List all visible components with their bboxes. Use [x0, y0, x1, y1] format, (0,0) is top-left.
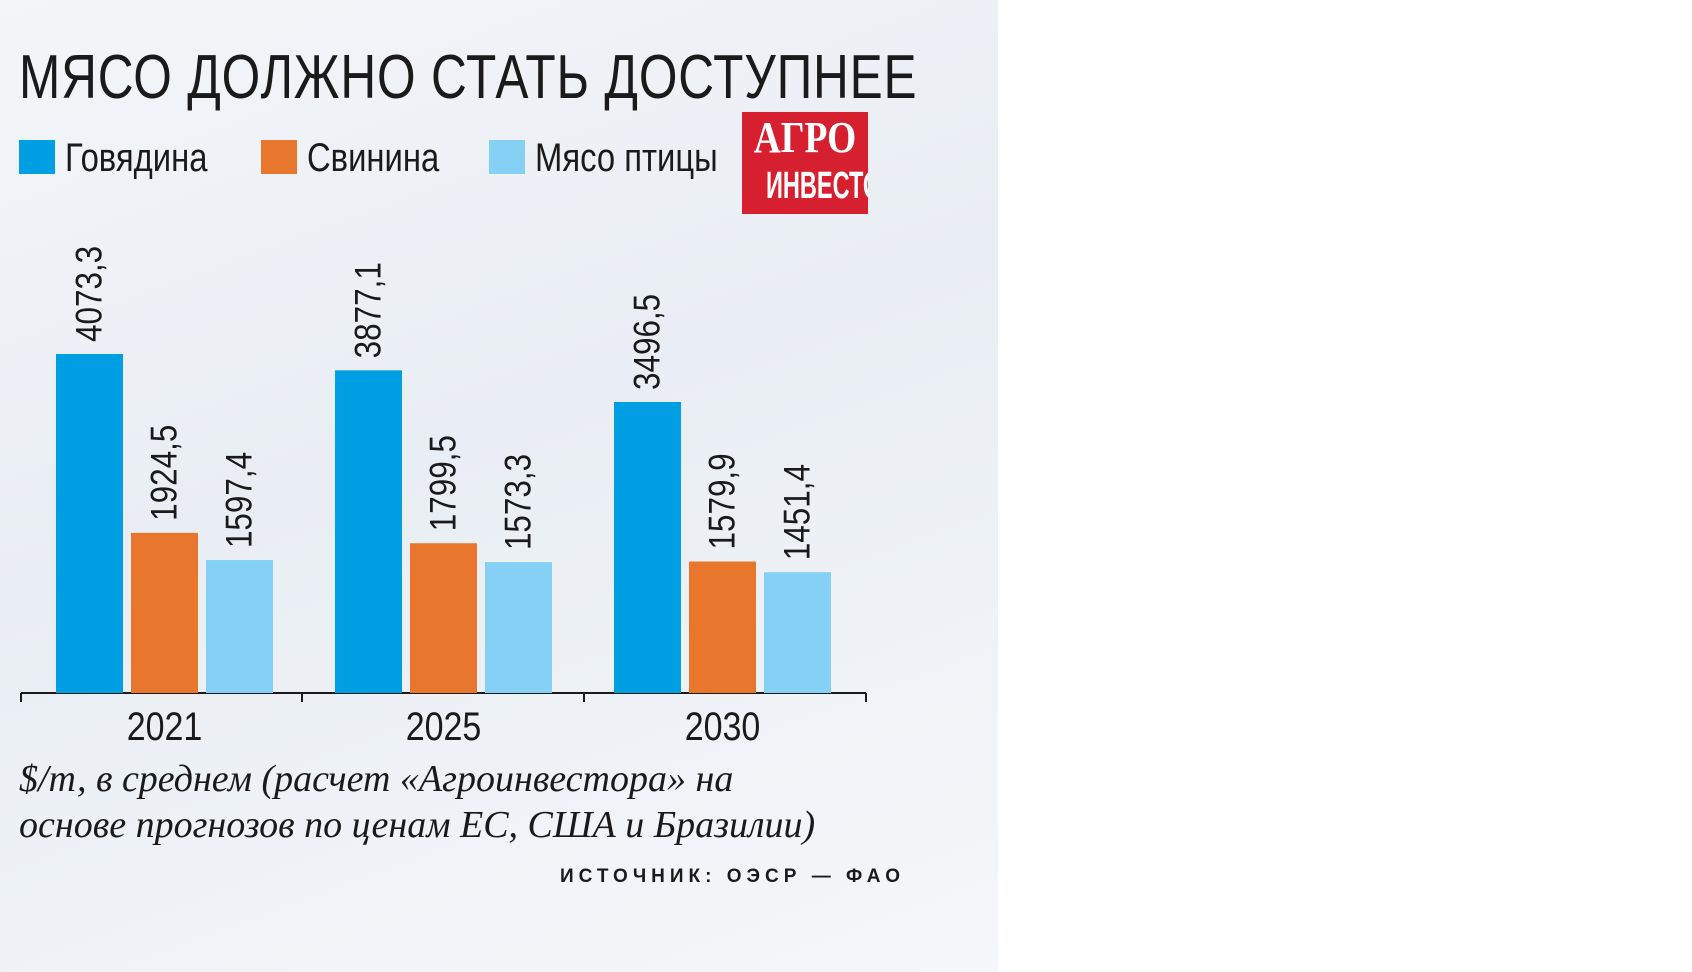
bar-beef-2030	[614, 402, 681, 693]
chart-source: ИСТОЧНИК: ОЭСР — ФАО	[560, 866, 905, 887]
data-label-poultry-2030: 1451,4	[777, 464, 818, 560]
data-label-pork-2025: 1799,5	[423, 435, 464, 531]
bar-pork-2030	[689, 561, 756, 693]
data-label-beef-2025: 3877,1	[348, 262, 389, 358]
x-tick-label-2021: 2021	[127, 703, 203, 748]
infographic-panel: МЯСО ДОЛЖНО СТАТЬ ДОСТУПНЕЕ Говядина Сви…	[0, 0, 998, 972]
bar-beef-2021	[56, 354, 123, 693]
x-tick-label-2030: 2030	[685, 703, 761, 748]
x-tick-label-2025: 2025	[406, 703, 482, 748]
bar-poultry-2021	[206, 560, 273, 693]
legend-label-poultry: Мясо птицы	[535, 136, 718, 180]
legend-label-pork: Свинина	[307, 136, 440, 180]
data-label-beef-2030: 3496,5	[627, 294, 668, 390]
bar-poultry-2030	[764, 572, 831, 693]
data-label-beef-2021: 4073,3	[69, 246, 110, 342]
legend-swatch-poultry	[489, 140, 525, 174]
legend-swatch-pork	[261, 140, 297, 174]
data-label-poultry-2021: 1597,4	[219, 452, 260, 548]
bar-poultry-2025	[485, 562, 552, 693]
data-label-pork-2030: 1579,9	[702, 453, 743, 549]
data-label-poultry-2025: 1573,3	[498, 454, 539, 550]
bar-pork-2025	[410, 543, 477, 693]
bar-beef-2025	[335, 370, 402, 693]
logo-line-1: АГРО	[753, 113, 857, 162]
bar-pork-2021	[131, 532, 198, 693]
chart-note: $/т, в среднем (расчет «Агроинвестора» н…	[19, 758, 816, 846]
legend-swatch-beef	[19, 140, 55, 174]
data-label-pork-2021: 1924,5	[144, 425, 185, 521]
bar-chart: 4073,3 1924,5 1597,4 2021 3877,1 1799,5 1573,3…	[20, 246, 867, 749]
chart-title: МЯСО ДОЛЖНО СТАТЬ ДОСТУПНЕЕ	[19, 43, 918, 112]
legend-label-beef: Говядина	[65, 136, 208, 180]
agroinvestor-logo: АГРО ИНВЕСТОР	[742, 112, 868, 214]
